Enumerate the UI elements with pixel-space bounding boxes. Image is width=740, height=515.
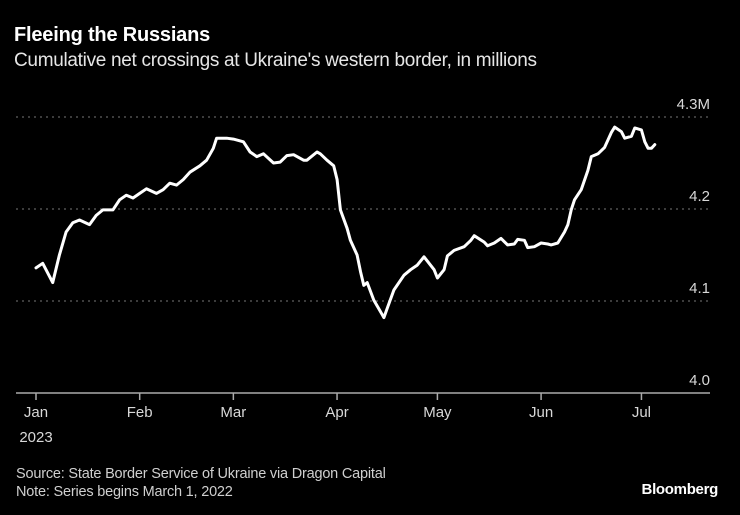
- y-tick-label: 4.0: [689, 372, 710, 389]
- chart-subtitle: Cumulative net crossings at Ukraine's we…: [14, 50, 537, 71]
- x-tick-label: Jul: [632, 404, 651, 421]
- x-tick-sublabel: 2023: [19, 429, 52, 446]
- y-tick-label: 4.2: [689, 188, 710, 205]
- chart-title: Fleeing the Russians: [14, 24, 211, 46]
- series-note: Note: Series begins March 1, 2022: [16, 484, 233, 500]
- bloomberg-logo: Bloomberg: [641, 481, 719, 498]
- x-tick-label: Mar: [220, 404, 246, 421]
- x-tick-label: Jan: [24, 404, 48, 421]
- y-tick-label: 4.1: [689, 280, 710, 297]
- source-note: Source: State Border Service of Ukraine …: [16, 466, 386, 482]
- series-line: [34, 125, 657, 320]
- y-tick-label: 4.3M: [677, 96, 710, 113]
- x-tick-label: Jun: [529, 404, 553, 421]
- x-tick-label: Feb: [127, 404, 153, 421]
- x-tick-label: Apr: [325, 404, 348, 421]
- x-tick-label: May: [423, 404, 452, 421]
